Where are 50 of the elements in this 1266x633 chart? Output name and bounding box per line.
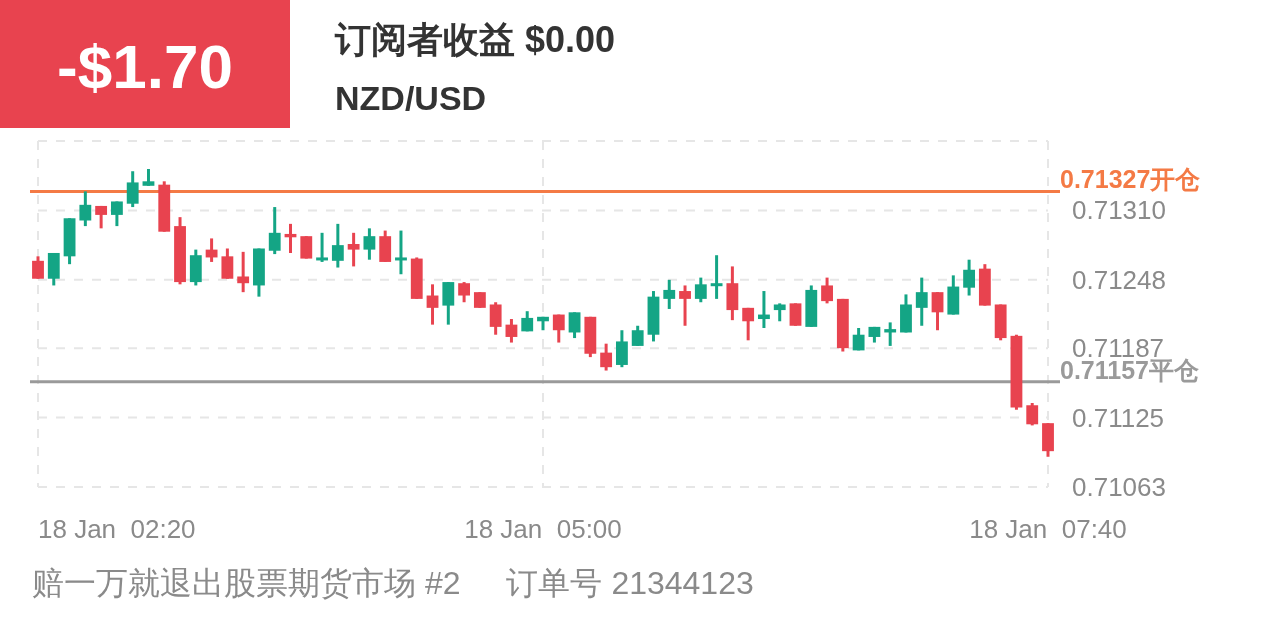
candlestick [742,306,755,341]
candlestick [442,282,455,325]
candlestick [505,319,518,343]
candlestick [1026,403,1039,426]
candlestick [126,171,139,209]
candlestick [363,228,376,260]
text: 赔一万就退出股票期货市场 #2 [32,565,461,601]
candlestick [600,343,613,371]
candlestick [758,291,770,328]
candlestick [331,222,344,268]
candlestick [615,330,628,369]
x-tick-label: 18 Jan 05:00 [464,514,622,544]
candlestick [694,277,707,304]
candlestick [679,285,691,326]
candlestick [268,207,281,256]
candlestick [821,277,833,304]
x-tick-label: 18 Jan 02:20 [38,514,196,544]
candlestick [489,302,502,335]
text: 订单号 21344123 [506,565,754,601]
text: -$1.70 [57,32,233,101]
y-tick-label: 0.71063 [1072,472,1166,502]
candlestick [915,277,928,326]
candlestick [300,236,313,259]
candlestick [221,248,234,279]
candlestick [205,238,218,262]
candlestick [458,282,471,304]
candlestick [426,284,439,325]
candlestick [884,322,897,346]
chart-subtitle: NZD/USD [335,79,487,117]
candlestick [32,256,44,279]
candlestick [963,259,976,296]
candlestick [789,303,802,326]
candlestick [931,292,944,332]
candlestick [568,312,581,340]
y-tick-label: 0.71248 [1072,264,1166,295]
ref-line-label: 0.71327开仓 [1060,165,1201,194]
candlestick [631,324,644,346]
candlestick [395,230,407,275]
candlestick [552,314,565,343]
candlestick [79,191,92,228]
candlestick [110,201,123,228]
candlestick [710,255,723,299]
candlestick [347,231,360,267]
candlestick [237,250,250,294]
candlestick [663,278,676,309]
chart-title: 订阅者收益 $0.00 [334,19,616,60]
candlestick [316,231,328,262]
y-tick-label: 0.71310 [1072,195,1166,226]
y-tick-label: 0.71125 [1072,402,1165,433]
x-tick-label: 18 Jan 07:40 [969,514,1127,544]
